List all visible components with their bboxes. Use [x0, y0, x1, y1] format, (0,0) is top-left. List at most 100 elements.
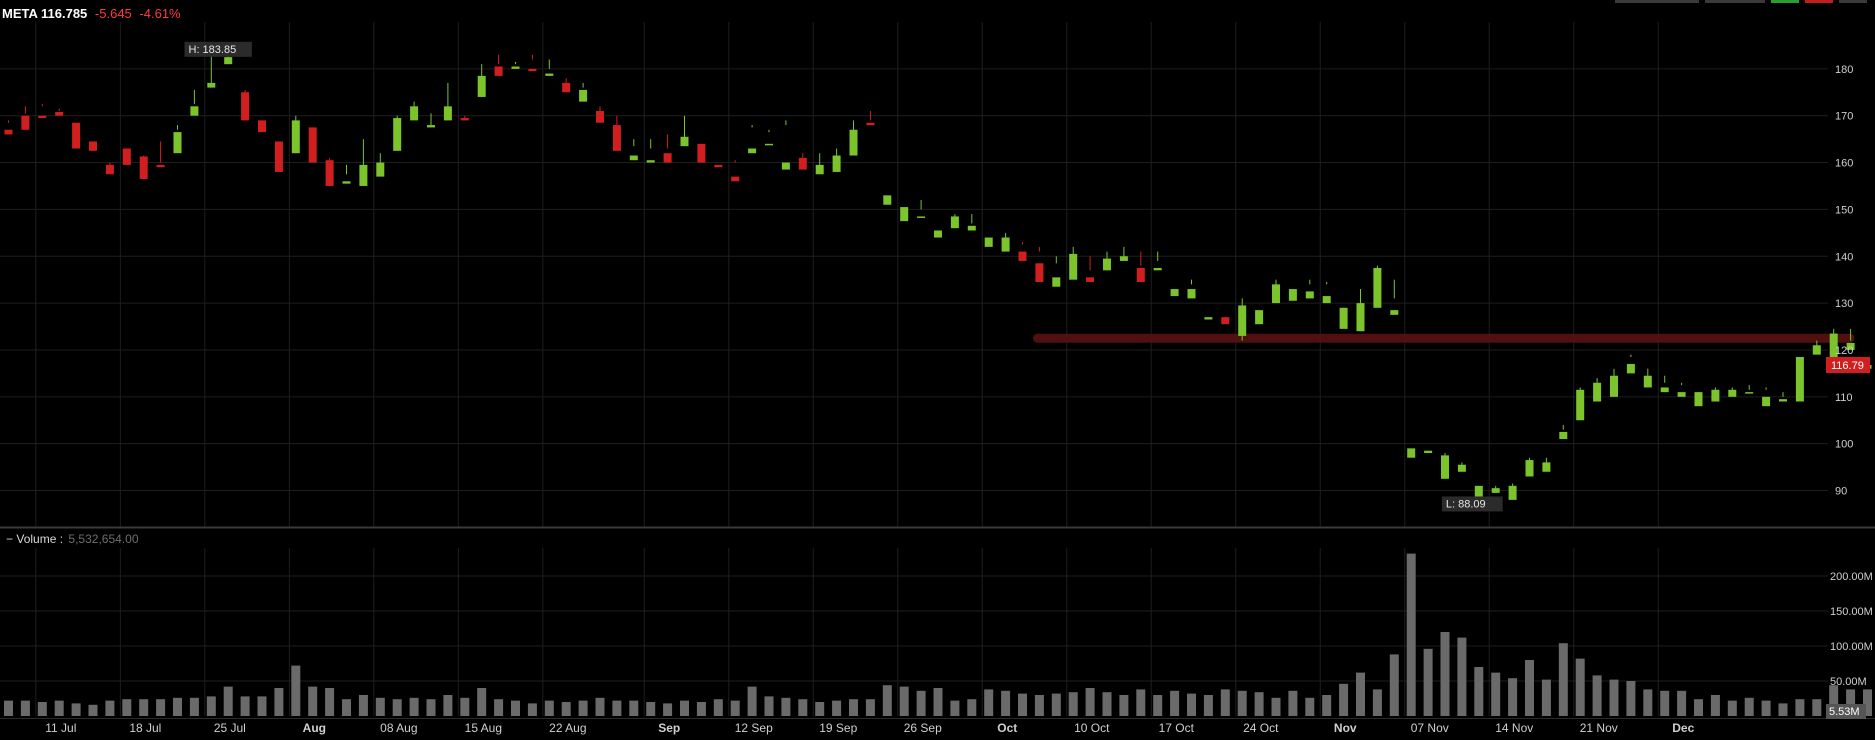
- volume-bar: [1119, 695, 1129, 716]
- candle-down: [274, 141, 283, 172]
- x-tick-label: Dec: [1672, 721, 1694, 735]
- x-tick-label: 24 Oct: [1243, 721, 1279, 735]
- candle-up: [579, 89, 588, 102]
- candle-up: [224, 57, 233, 65]
- candle-up: [1542, 462, 1551, 472]
- x-tick-label: 07 Nov: [1411, 721, 1449, 735]
- candle-up: [291, 120, 300, 154]
- volume-bar: [1136, 689, 1146, 716]
- x-tick-label: 25 Jul: [214, 721, 246, 735]
- candle-up: [1103, 258, 1111, 271]
- volume-bar: [122, 699, 132, 716]
- volume-bar: [71, 703, 81, 716]
- candle-down: [460, 118, 469, 121]
- volume-bar: [680, 700, 689, 716]
- volume-bar: [274, 688, 284, 716]
- candle-up: [1407, 448, 1416, 458]
- volume-bar: [1761, 700, 1771, 716]
- volume-bar: [713, 699, 723, 716]
- candle-down: [72, 122, 81, 149]
- toolbar-strip: [1615, 0, 1867, 3]
- volume-bar: [1034, 695, 1044, 716]
- x-tick-label: 11 Jul: [45, 721, 76, 735]
- candle-up: [1272, 284, 1280, 304]
- candle-up: [1339, 307, 1348, 329]
- collapse-icon[interactable]: −: [6, 532, 14, 546]
- volume-bar: [950, 700, 960, 716]
- volume-bar: [865, 699, 875, 716]
- annotations: H: 183.85 L: 88.09 116.79 5.53M: [184, 41, 1870, 719]
- x-tick-label: 08 Aug: [380, 721, 417, 735]
- toolbar-button-1[interactable]: [1615, 0, 1699, 3]
- volume-bar: [257, 696, 267, 716]
- volume-bar: [1237, 690, 1247, 716]
- volume-bar: [629, 700, 639, 716]
- candle-up: [1779, 399, 1787, 402]
- candle-down: [1018, 251, 1027, 261]
- toolbar-button-2[interactable]: [1705, 0, 1765, 3]
- price-tick-label: 110: [1835, 392, 1853, 404]
- volume-bar: [1305, 697, 1315, 716]
- volume-bar: [1592, 675, 1602, 716]
- volume-bar: [595, 697, 605, 716]
- candle-up: [1576, 389, 1585, 421]
- volume-bar: [308, 686, 318, 716]
- volume-bar: [1187, 693, 1196, 716]
- candle-up: [748, 148, 757, 154]
- candlestick-series: [4, 50, 1872, 500]
- volume-bar: [1508, 678, 1518, 716]
- candle-up: [849, 129, 858, 156]
- volume-bar: [646, 702, 656, 716]
- toolbar-button-buy[interactable]: [1771, 0, 1799, 3]
- price-tick-label: 100: [1835, 439, 1853, 451]
- volume-bar: [1288, 690, 1298, 716]
- volume-bar: [223, 686, 233, 716]
- x-tick-label: Sep: [658, 721, 680, 735]
- x-tick-label: 18 Jul: [129, 721, 161, 735]
- volume-bar: [1474, 667, 1484, 716]
- volume-bar: [1356, 672, 1365, 716]
- volume-bar: [967, 699, 977, 716]
- volume-bar: [1829, 685, 1839, 716]
- candle-down: [596, 111, 604, 123]
- candle-down: [1086, 277, 1095, 283]
- volume-bar: [1575, 658, 1585, 716]
- volume-bar: [798, 699, 808, 716]
- volume-bar: [173, 697, 182, 716]
- volume-bar: [1812, 699, 1822, 716]
- grid-lines: [0, 22, 1828, 716]
- candle-down: [55, 111, 64, 116]
- price-tick-label: 120: [1835, 345, 1853, 357]
- candle-up: [1762, 396, 1771, 407]
- volume-bar: [325, 688, 335, 716]
- volume-bar: [730, 700, 740, 716]
- candle-down: [494, 66, 503, 76]
- volume-bar: [1491, 672, 1501, 716]
- candle-down: [89, 141, 97, 151]
- volume-bar: [443, 695, 453, 716]
- last-price-tag: 116.79: [1831, 360, 1864, 372]
- candle-down: [731, 176, 740, 182]
- x-tick-label: 22 Aug: [549, 721, 586, 735]
- volume-bar: [1170, 690, 1180, 716]
- volume-bar: [358, 695, 368, 716]
- toolbar-button-3[interactable]: [1839, 0, 1867, 3]
- candle-up: [832, 155, 841, 172]
- volume-bar: [1153, 695, 1163, 716]
- candle-up: [917, 216, 926, 218]
- x-tick-label: 10 Oct: [1074, 721, 1110, 735]
- high-label: H: 183.85: [189, 44, 237, 56]
- toolbar-button-sell[interactable]: [1805, 0, 1833, 3]
- volume-bar: [20, 700, 30, 716]
- last-volume-tag-box: [1826, 704, 1866, 719]
- volume-bar: [764, 696, 774, 716]
- candle-up: [1846, 342, 1855, 350]
- low-label: L: 88.09: [1446, 498, 1486, 510]
- volume-bar: [156, 699, 166, 716]
- candle-up: [1255, 310, 1264, 325]
- candle-down: [562, 82, 571, 93]
- candle-up: [629, 155, 638, 161]
- volume-bar: [88, 704, 98, 716]
- candle-up: [1508, 485, 1517, 500]
